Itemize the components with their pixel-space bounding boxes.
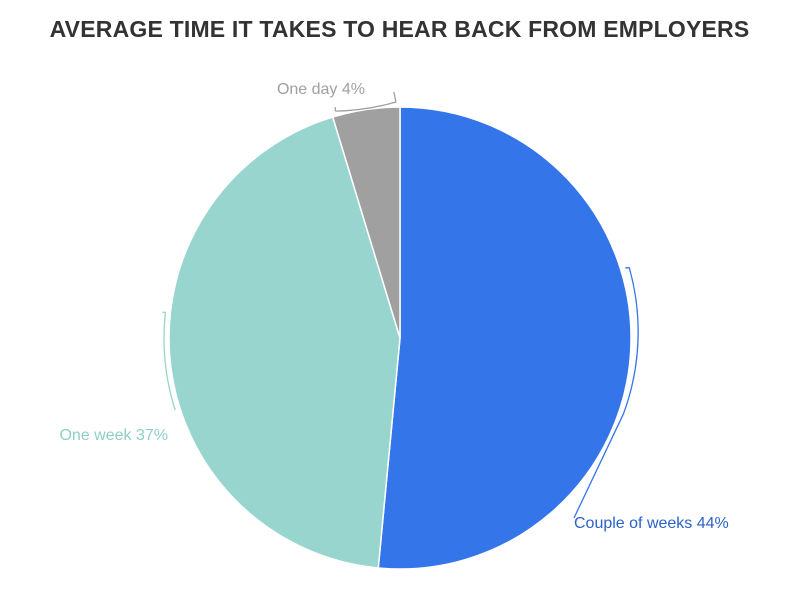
chart-title: AVERAGE TIME IT TAKES TO HEAR BACK FROM … [49,16,750,42]
label-bracket [162,311,176,411]
pie-slice [377,106,632,570]
slice-labels: Couple of weeks 44% One week 37% One day 4… [59,81,728,532]
pie-slice [331,106,401,339]
label-bracket [573,267,639,519]
slice-label: Couple of weeks 44% [574,515,729,532]
pie-slices [168,106,632,570]
slice-label: One day 4% [277,81,365,98]
slice-label: One week 37% [59,427,168,444]
pie-slice [168,116,401,569]
label-brackets [162,91,639,519]
label-bracket [334,91,397,112]
